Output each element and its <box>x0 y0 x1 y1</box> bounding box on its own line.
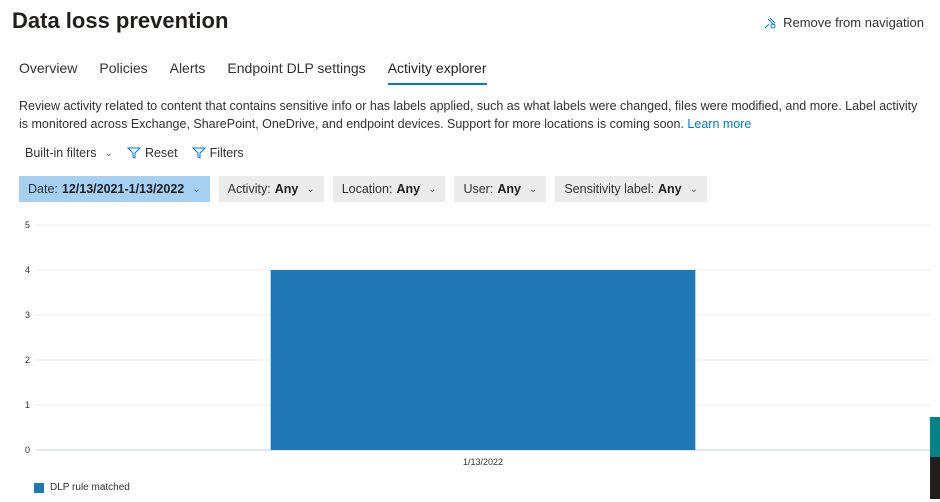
location-filter[interactable]: Location: Any ⌄ <box>332 176 446 202</box>
activity-filter[interactable]: Activity: Any ⌄ <box>218 176 324 202</box>
remove-from-navigation-button[interactable]: Remove from navigation <box>763 15 924 30</box>
built-in-filters-button[interactable]: Built-in filters ⌄ <box>25 146 113 160</box>
filter-pills: Date: 12/13/2021-1/13/2022 ⌄ Activity: Any ⌄… <box>19 176 707 202</box>
chevron-down-icon: ⌄ <box>192 183 201 195</box>
filter-clear-icon <box>126 147 141 159</box>
tab-endpoint-dlp-settings[interactable]: Endpoint DLP settings <box>227 60 366 76</box>
filter-icon <box>191 147 206 159</box>
feedback-tab[interactable] <box>930 417 940 457</box>
sensitivity-label-filter[interactable]: Sensitivity label: Any ⌄ <box>555 176 707 202</box>
tab-bar: Overview Policies Alerts Endpoint DLP se… <box>19 60 487 85</box>
y-tick-label: 5 <box>25 220 30 230</box>
tab-alerts[interactable]: Alerts <box>169 60 206 76</box>
filters-button[interactable]: Filters <box>191 146 244 160</box>
tab-policies[interactable]: Policies <box>99 60 148 76</box>
y-tick-label: 2 <box>25 355 30 365</box>
y-tick-label: 4 <box>25 265 30 275</box>
chevron-down-icon: ⌄ <box>104 147 113 159</box>
description: Review activity related to content that … <box>19 99 918 131</box>
tab-activity-explorer[interactable]: Activity explorer <box>387 60 487 85</box>
tab-overview[interactable]: Overview <box>19 60 78 76</box>
chevron-down-icon: ⌄ <box>528 183 538 195</box>
legend-swatch <box>34 482 44 493</box>
date-filter[interactable]: Date: 12/13/2021-1/13/2022 ⌄ <box>19 176 210 202</box>
activity-chart: 0 1 2 3 4 5 1/13/2022 <box>25 220 930 467</box>
page-title: Data loss prevention <box>12 8 229 33</box>
y-tick-label: 3 <box>25 310 30 320</box>
chevron-down-icon: ⌄ <box>428 183 437 195</box>
y-tick-label: 1 <box>25 400 30 410</box>
learn-more-link[interactable]: Learn more <box>687 117 752 131</box>
chevron-down-icon: ⌄ <box>306 183 315 195</box>
x-tick-label: 1/13/2022 <box>463 457 503 467</box>
command-bar: Built-in filters ⌄ Reset Filters <box>25 146 244 160</box>
help-tab[interactable] <box>930 457 940 499</box>
chart-legend[interactable]: DLP rule matched <box>34 482 130 493</box>
y-tick-label: 0 <box>25 445 30 455</box>
bar <box>270 270 696 450</box>
user-filter[interactable]: User: Any ⌄ <box>454 176 547 202</box>
reset-button[interactable]: Reset <box>126 146 178 160</box>
chevron-down-icon: ⌄ <box>689 183 698 195</box>
unpin-icon <box>764 17 776 28</box>
